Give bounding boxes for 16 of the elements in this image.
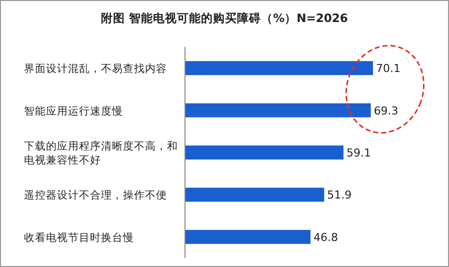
- y-tick-label: 智能应用运行速度慢: [24, 104, 123, 118]
- y-tick-label: 遥控器设计不合理，操作不便: [24, 188, 167, 202]
- bar: [185, 61, 373, 76]
- data-label: 46.8: [313, 230, 338, 244]
- data-label: 69.3: [374, 104, 398, 118]
- bar: [185, 103, 371, 118]
- y-tick-label: 下载的应用程序清晰度不高，和电视兼容性不好: [24, 140, 178, 166]
- bar: [185, 230, 310, 244]
- bar: [185, 146, 344, 160]
- y-tick-label: 界面设计混乱，不易查找内容: [24, 62, 167, 76]
- bar: [185, 188, 324, 202]
- chart-title: 附图 智能电视可能的购买障碍（%）N=2026: [101, 11, 348, 25]
- y-tick-label: 收看电视节目时换台慢: [24, 230, 134, 244]
- data-label: 59.1: [346, 146, 371, 160]
- data-label: 51.9: [327, 188, 352, 202]
- data-label: 70.1: [376, 62, 400, 76]
